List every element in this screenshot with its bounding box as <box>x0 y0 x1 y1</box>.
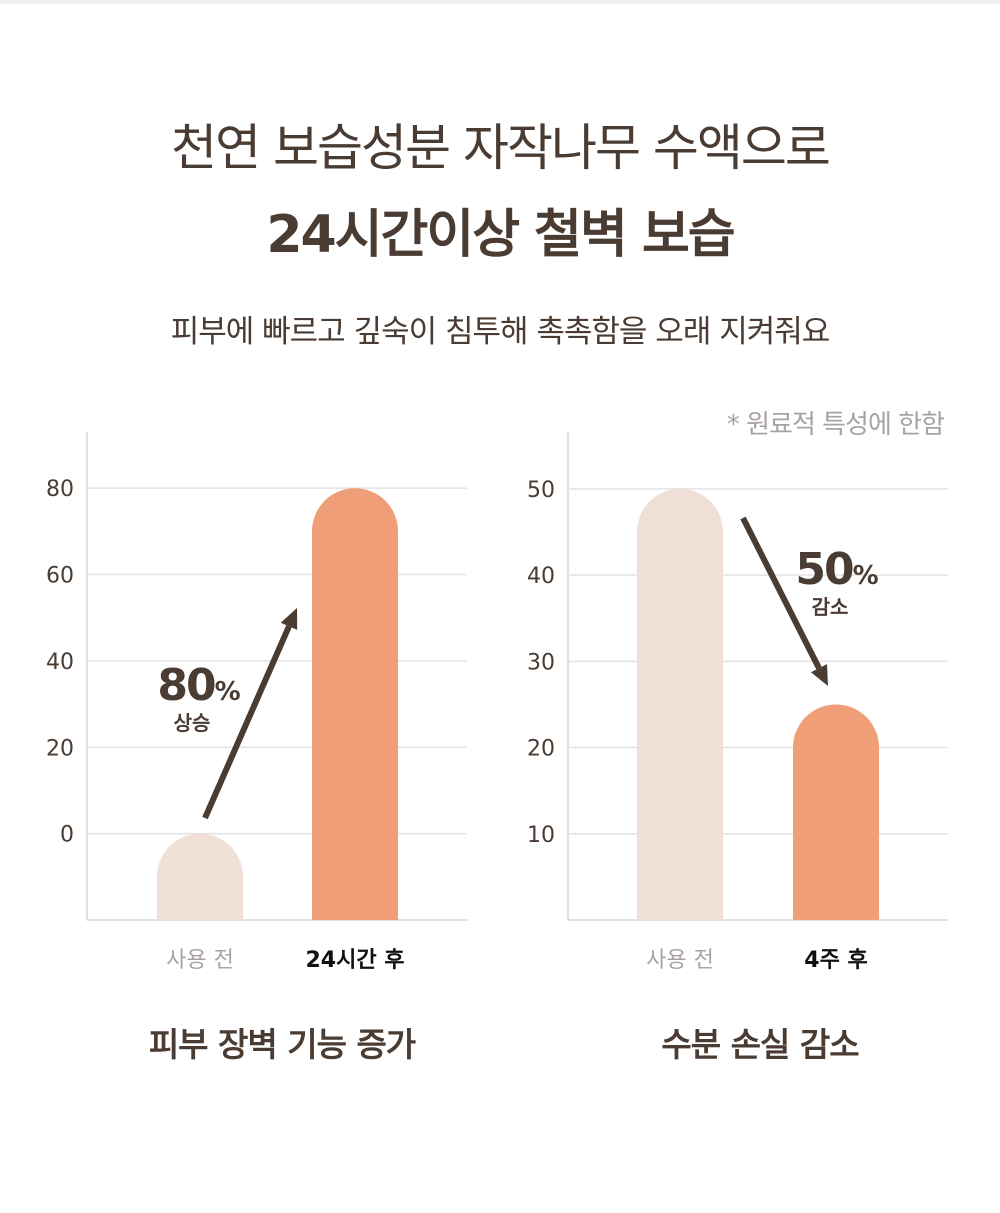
y-tick-label: 20 <box>527 737 555 762</box>
change-percent: 80% <box>157 660 240 711</box>
y-tick-label: 40 <box>46 650 74 675</box>
top-border <box>0 0 1000 4</box>
y-tick-label: 80 <box>46 477 74 502</box>
change-unit: % <box>215 677 241 707</box>
arrow-head-icon <box>280 608 298 630</box>
y-tick-label: 0 <box>60 823 74 848</box>
change-percent: 50% <box>795 544 878 595</box>
headline-line-2: 24시간이상 철벽 보습 <box>266 205 735 265</box>
bar-before <box>637 488 723 920</box>
y-tick-label: 10 <box>527 823 555 848</box>
y-tick-label: 30 <box>527 650 555 675</box>
y-tick-label: 50 <box>527 478 555 503</box>
x-tick-label: 사용 전 <box>646 948 714 973</box>
subtitle: 피부에 빠르고 깊숙이 침투해 촉촉함을 오래 지켜줘요 <box>170 314 831 350</box>
bar-after <box>312 488 398 920</box>
change-value: 50 <box>795 544 853 595</box>
change-label: 상승 <box>174 711 211 735</box>
headline-line-1: 천연 보습성분 자작나무 수액으로 <box>171 119 831 177</box>
y-tick-label: 20 <box>46 736 74 761</box>
bar-before <box>157 833 243 920</box>
change-arrow-line <box>202 625 292 820</box>
x-tick-label: 사용 전 <box>166 948 234 973</box>
change-value: 80 <box>157 660 215 711</box>
chart-2-title: 수분 손실 감소 <box>661 1025 859 1064</box>
x-tick-label: 24시간 후 <box>306 948 405 973</box>
change-label: 감소 <box>812 595 849 619</box>
y-tick-label: 60 <box>46 564 74 589</box>
change-arrow-line <box>740 516 822 670</box>
y-tick-label: 40 <box>527 564 555 589</box>
bar-after <box>793 704 879 920</box>
change-unit: % <box>853 561 879 591</box>
x-tick-label: 4주 후 <box>804 948 867 973</box>
arrow-head-icon <box>810 664 828 686</box>
disclaimer-note: * 원료적 특성에 한함 <box>726 410 945 440</box>
chart-1-title: 피부 장벽 기능 증가 <box>148 1025 416 1064</box>
